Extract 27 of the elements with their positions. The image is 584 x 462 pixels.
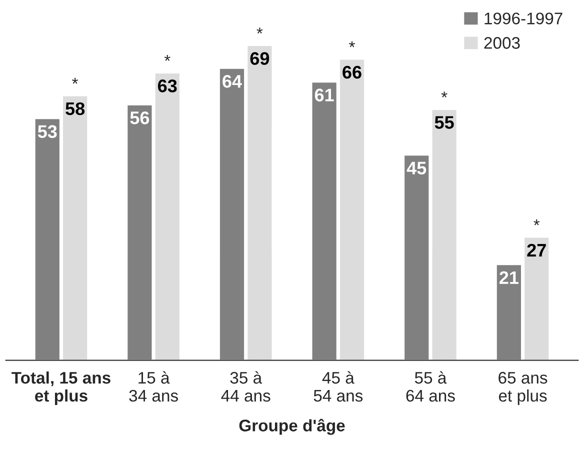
annotation: * <box>349 41 355 48</box>
x-axis-title: Groupe d'âge <box>239 418 345 435</box>
legend-label: 1996-1997 <box>484 12 562 24</box>
annotation: * <box>164 55 170 61</box>
x-tick-label: 45 à 54 ans <box>314 371 363 402</box>
data-label: 58 <box>66 102 85 116</box>
legend-label: 2003 <box>484 37 520 49</box>
x-tick-label: 35 à 44 ans <box>221 371 270 402</box>
data-label: 66 <box>342 66 362 79</box>
data-label: 53 <box>38 125 57 138</box>
x-tick-label: 55 à 64 ans <box>406 371 455 402</box>
data-label: 69 <box>250 52 270 65</box>
data-label: 61 <box>314 88 334 102</box>
data-label: 45 <box>406 162 426 174</box>
data-label: 63 <box>158 80 177 92</box>
data-label: 27 <box>527 244 546 256</box>
x-tick-label: Total, 15 ans et plus <box>12 371 110 405</box>
data-label: 64 <box>222 74 242 88</box>
annotation: * <box>256 28 263 34</box>
data-label: 55 <box>434 116 454 129</box>
annotation: * <box>72 78 78 84</box>
data-label: 56 <box>130 111 150 124</box>
x-tick-label: 15 à 34 ans <box>129 371 178 402</box>
annotation: * <box>441 92 448 98</box>
annotation: * <box>534 219 540 226</box>
x-tick-label: 65 ans et plus <box>498 372 548 405</box>
data-label: 21 <box>500 271 518 284</box>
